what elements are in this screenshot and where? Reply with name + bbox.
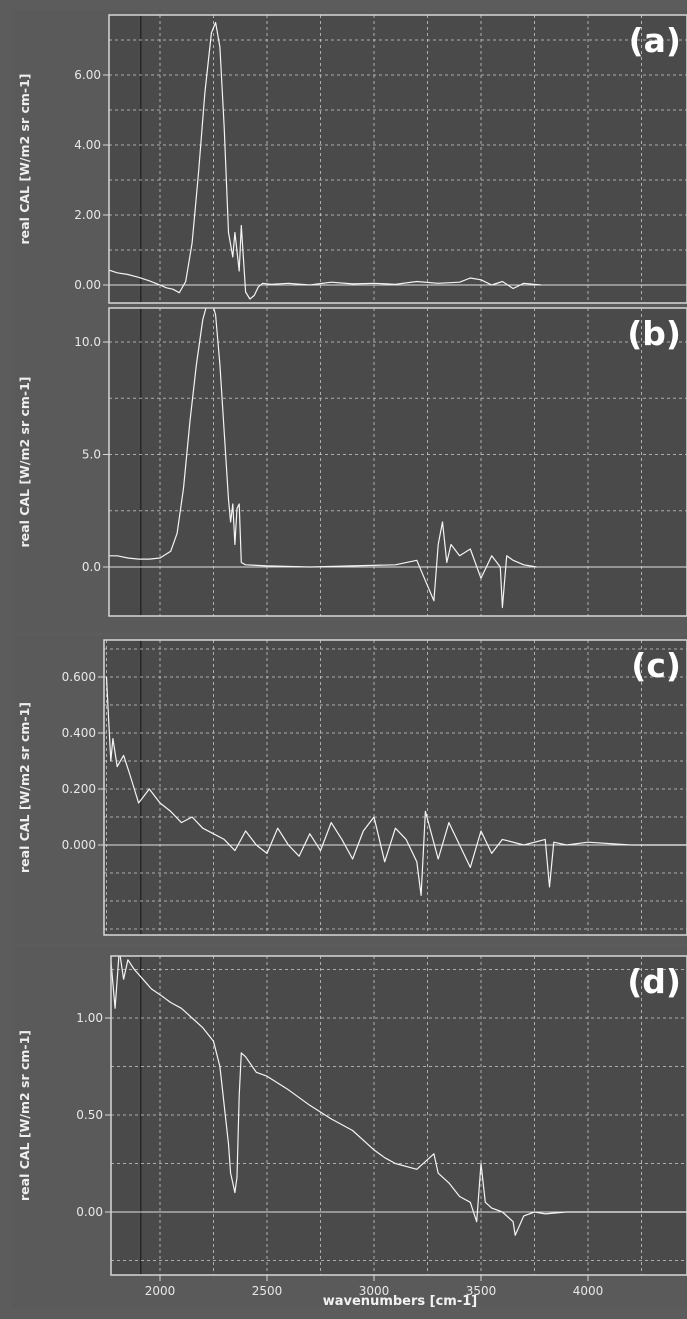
grid-lines <box>109 15 687 303</box>
x-axis-label: wavenumbers [cm-1] <box>323 1294 478 1309</box>
panel-d: 0.00 0.50 1.00 real CAL [W/m2 sr cm-1] (d) 20… <box>12 946 687 1309</box>
x-tick-label: 3500 <box>466 1284 497 1298</box>
y-tick-label: 5.0 <box>82 448 101 462</box>
y-tick-label: 2.00 <box>74 208 101 222</box>
y-axis-label: real CAL [W/m2 sr cm-1] <box>17 1030 32 1201</box>
plot-area <box>104 640 687 935</box>
panel-label: (c) <box>631 646 681 685</box>
panel-a: 0.00 2.00 4.00 6.00 real CAL [W/m2 sr cm-1] (… <box>12 10 687 312</box>
y-tick-label: 0.200 <box>62 782 96 796</box>
x-tick-label: 2000 <box>145 1284 176 1298</box>
grid-lines <box>111 956 687 1275</box>
panel-label: (a) <box>629 21 681 60</box>
x-tick-label: 2500 <box>252 1284 283 1298</box>
spectrum-line <box>109 308 537 609</box>
y-tick-label: 10.0 <box>74 335 101 349</box>
spectrum-line <box>105 676 687 897</box>
panel-b: 0.0 5.0 10.0 real CAL [W/m2 sr cm-1] (b) <box>12 307 687 633</box>
y-tick-label: 0.000 <box>62 838 96 852</box>
spectrum-line <box>109 21 541 300</box>
y-tick-label: 0.400 <box>62 726 96 740</box>
plot-area <box>109 15 687 303</box>
spectrum-line <box>111 956 687 1236</box>
grid-lines <box>109 308 687 616</box>
y-axis-label: real CAL [W/m2 sr cm-1] <box>17 73 32 244</box>
panel-label: (b) <box>627 314 681 353</box>
y-tick-label: 1.00 <box>76 1011 103 1025</box>
x-tick-label: 3000 <box>359 1284 390 1298</box>
panel-c: 0.000 0.200 0.400 0.600 real CAL [W/m2 sr cm… <box>12 636 687 944</box>
y-tick-label: 6.00 <box>74 68 101 82</box>
y-tick-label: 4.00 <box>74 138 101 152</box>
plot-frame <box>103 639 687 936</box>
y-tick-label: 0.50 <box>76 1108 103 1122</box>
x-tick-label: 4000 <box>573 1284 604 1298</box>
panel-label: (d) <box>627 962 681 1001</box>
grid-lines <box>104 640 687 935</box>
y-tick-label: 0.600 <box>62 670 96 684</box>
y-tick-label: 0.00 <box>74 278 101 292</box>
plot-frame <box>108 14 687 304</box>
plot-area <box>109 308 687 616</box>
y-tick-label: 0.0 <box>82 560 101 574</box>
y-axis-label: real CAL [W/m2 sr cm-1] <box>17 376 32 547</box>
y-tick-label: 0.00 <box>76 1205 103 1219</box>
plot-frame <box>108 307 687 617</box>
y-axis-label: real CAL [W/m2 sr cm-1] <box>17 702 32 873</box>
